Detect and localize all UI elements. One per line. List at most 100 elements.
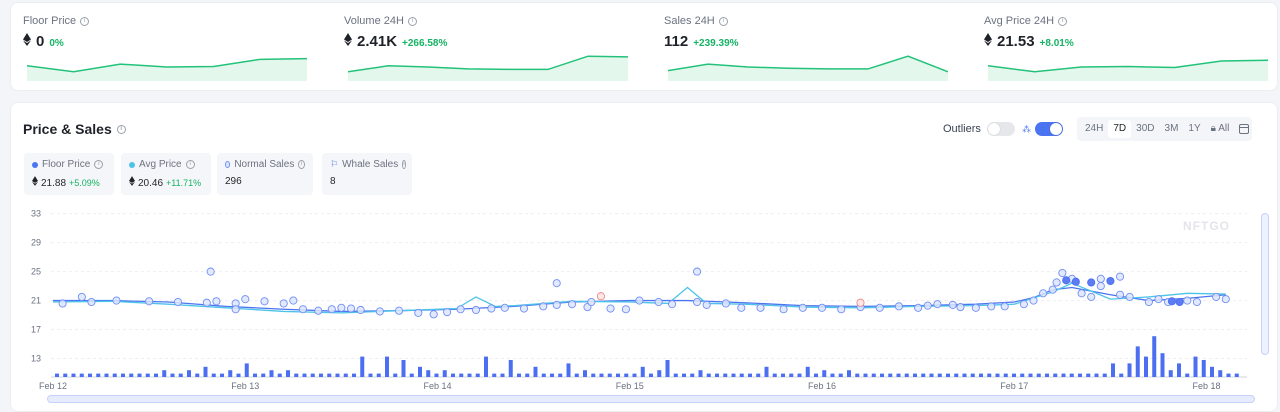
sale-point: [1144, 297, 1153, 307]
volume-bar: [178, 373, 183, 377]
volume-bar: [525, 373, 530, 377]
sale-point: [1000, 302, 1009, 311]
whale-toggle[interactable]: [1035, 122, 1063, 136]
info-icon[interactable]: i: [185, 160, 195, 169]
sale-point: [1052, 278, 1061, 287]
volume-bar: [302, 373, 307, 377]
info-icon[interactable]: i: [1058, 16, 1068, 26]
legend-normal-sales[interactable]: Normal Sales i 296: [217, 153, 313, 195]
volume-bar: [591, 373, 596, 377]
sparkline-line: [348, 55, 628, 73]
legend-whale-sales[interactable]: ⚐ Whale Sales i 8: [322, 153, 412, 195]
volume-bar: [723, 373, 728, 377]
sale-point: [87, 297, 96, 307]
whale-sale-point: [1106, 276, 1115, 286]
volume-bar: [649, 373, 653, 377]
price-sales-chart[interactable]: 33 29 25 21 17 13 Feb 12 Feb 13 Feb 14 Feb 15 Feb …: [11, 203, 1261, 393]
whale-icon: ⚐: [330, 159, 339, 169]
sale-point: [337, 303, 346, 312]
sale-point: [779, 305, 788, 314]
range-7d-button[interactable]: 7D: [1108, 120, 1132, 138]
volume-bar: [484, 356, 488, 377]
range-30d-button[interactable]: 30D: [1136, 123, 1155, 134]
volume-bar: [492, 373, 497, 377]
x-tick-label: Feb 12: [39, 381, 67, 391]
range-3m-button[interactable]: 3M: [1164, 123, 1179, 134]
sale-point: [693, 267, 702, 276]
volume-bar: [987, 373, 992, 377]
sale-point: [298, 305, 307, 314]
sale-point: [1115, 272, 1125, 281]
sale-point: [1096, 282, 1105, 291]
x-tick-label: Feb 18: [1193, 381, 1221, 391]
volume-bar: [789, 373, 794, 377]
series-line: [53, 286, 1226, 313]
sale-point: [1087, 292, 1096, 301]
volume-bar: [673, 373, 678, 377]
sale-point: [202, 298, 211, 307]
sale-point: [635, 296, 644, 305]
volume-bar: [847, 370, 851, 377]
range-24h-button[interactable]: 24H: [1085, 123, 1104, 134]
volume-bar: [1119, 373, 1124, 377]
volume-bar: [269, 370, 274, 377]
info-icon[interactable]: i: [298, 160, 305, 169]
volume-bar: [541, 373, 546, 377]
sale-point: [654, 297, 663, 307]
volume-bar: [739, 373, 744, 377]
stat-change: +239.39%: [693, 38, 739, 49]
eth-icon: [32, 176, 38, 186]
legend-avg-price[interactable]: Avg Price i 20.46 +11.71%: [121, 153, 211, 195]
legend-floor-price[interactable]: Floor Price i 21.88 +5.09%: [24, 153, 114, 195]
info-icon[interactable]: i: [402, 160, 406, 169]
lock-icon: 🔒︎: [1210, 123, 1216, 134]
series-line: [52, 282, 1226, 314]
volume-bar: [1028, 373, 1033, 377]
volume-bar: [459, 373, 464, 377]
sale-point: [756, 303, 765, 312]
volume-bar: [1234, 373, 1239, 377]
volume-bar: [137, 373, 142, 377]
info-icon[interactable]: i: [116, 124, 126, 134]
legend-value: 8: [330, 176, 336, 187]
info-icon[interactable]: i: [718, 16, 728, 26]
volume-bar: [550, 373, 554, 377]
volume-bar: [1177, 363, 1181, 377]
sale-point: [1077, 289, 1086, 298]
x-tick-label: Feb 15: [616, 381, 644, 391]
volume-bar: [921, 373, 926, 377]
volume-bar: [1193, 356, 1198, 377]
info-icon[interactable]: i: [407, 16, 417, 26]
stat-value: 112: [664, 33, 689, 50]
volume-bar: [756, 373, 761, 377]
volume-bar: [508, 360, 513, 377]
horizontal-zoom-scrollbar[interactable]: [47, 395, 1255, 403]
y-tick-label: 21: [31, 296, 41, 306]
info-icon[interactable]: i: [94, 160, 104, 169]
volume-bar: [566, 363, 571, 377]
sale-point: [552, 279, 561, 288]
volume-bar: [772, 373, 777, 377]
volume-bar: [558, 373, 563, 377]
range-1y-button[interactable]: 1Y: [1188, 123, 1201, 134]
volume-bar: [946, 373, 950, 377]
x-tick-label: Feb 17: [1000, 381, 1028, 391]
info-icon[interactable]: i: [80, 16, 90, 26]
range-all-button[interactable]: 🔒︎ All: [1206, 117, 1235, 141]
vertical-zoom-scrollbar[interactable]: [1261, 213, 1269, 355]
sale-point: [375, 307, 384, 316]
volume-bar: [236, 373, 241, 377]
legend-name: Avg Price: [139, 159, 182, 170]
whale-sale-point: [1175, 297, 1184, 307]
volume-bar: [937, 373, 942, 377]
calendar-icon[interactable]: [1239, 124, 1250, 134]
volume-bar: [954, 373, 959, 377]
x-tick-label: Feb 14: [424, 381, 452, 391]
volume-bar: [1086, 373, 1091, 377]
stat-change: +8.01%: [1039, 38, 1074, 49]
volume-bar: [517, 373, 521, 377]
volume-bar: [979, 373, 983, 377]
sale-point: [414, 308, 423, 317]
outliers-toggle[interactable]: [986, 122, 1015, 136]
volume-bar: [451, 373, 455, 377]
